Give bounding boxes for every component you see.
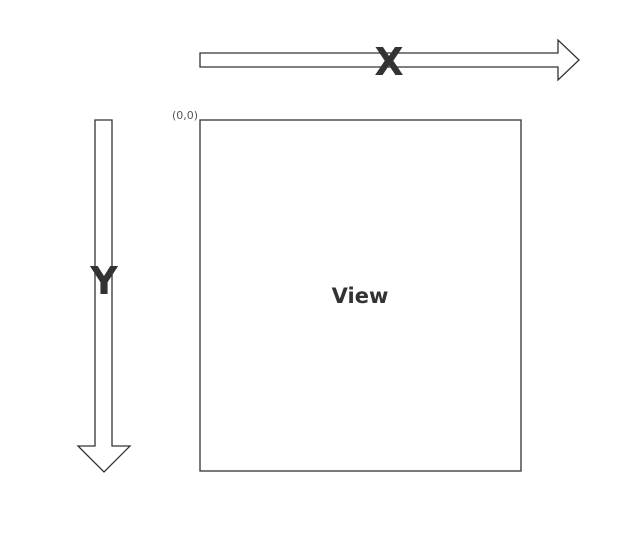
x-axis-arrow: [199, 38, 580, 82]
x-axis-label: X: [374, 40, 403, 84]
origin-label: (0,0): [172, 109, 198, 122]
y-axis-arrow: [76, 119, 132, 473]
view-label: View: [332, 284, 389, 308]
y-axis-label: Y: [89, 259, 118, 303]
view-rectangle: [199, 119, 522, 472]
